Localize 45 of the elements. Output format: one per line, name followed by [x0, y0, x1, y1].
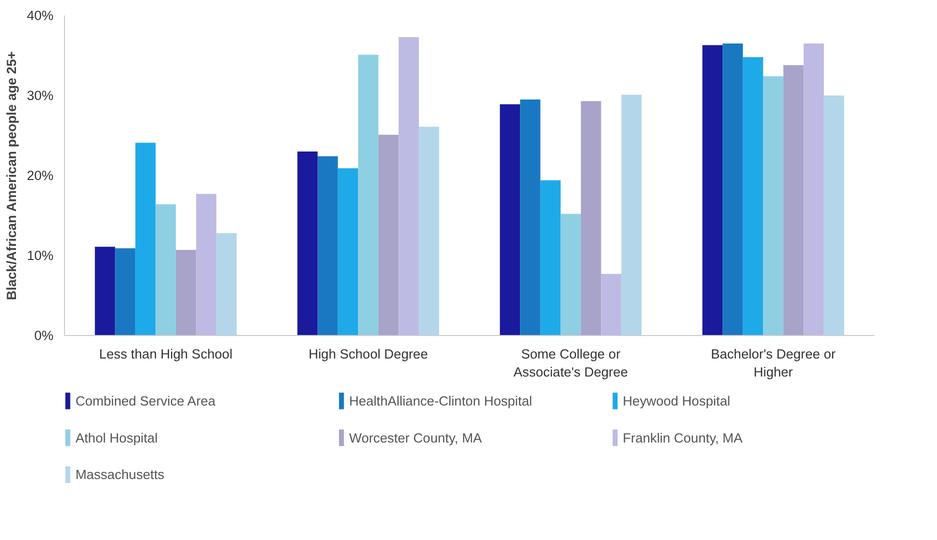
bar: [621, 94, 642, 336]
bar: [520, 100, 540, 336]
y-tick-label: 10%: [26, 248, 54, 263]
bar: [722, 44, 743, 336]
x-tick-label: High School Degree: [308, 346, 428, 362]
legend-label: Heywood Hospital: [622, 393, 730, 408]
bar: [418, 126, 440, 336]
bar: [297, 152, 318, 336]
y-tick-label: 0%: [34, 328, 54, 343]
bar: [135, 142, 156, 336]
x-tick-label: Bachelor's Degree or Higher: [710, 346, 836, 380]
y-tick-label: 20%: [26, 168, 54, 183]
legend-label: Athol Hospital: [75, 430, 158, 446]
bar: [176, 250, 196, 336]
y-tick-label: 40%: [26, 8, 54, 23]
bar: [540, 180, 561, 336]
bar: [763, 76, 784, 336]
legend-label: Worcester County, MA: [349, 430, 482, 446]
bar: [702, 45, 723, 336]
legend-label: Massachusetts: [75, 467, 165, 482]
bar: [804, 44, 824, 336]
legend-label: Combined Service Area: [75, 393, 216, 408]
legend-label: HealthAlliance-Clinton Hospital: [349, 393, 532, 408]
bar: [196, 194, 216, 336]
bar: [500, 104, 520, 336]
x-tick-label: Some College or Associate's Degree: [514, 346, 628, 380]
bar: [824, 96, 844, 336]
y-axis-title: Black/African American people age 25+: [4, 51, 19, 300]
bar: [560, 214, 581, 336]
bar: [94, 246, 116, 336]
x-tick-label: Less than High School: [99, 346, 232, 362]
bar: [580, 101, 602, 336]
bar: [398, 37, 419, 336]
y-tick-label: 30%: [26, 88, 54, 103]
bar: [783, 65, 804, 336]
bar: [216, 233, 237, 336]
bar: [601, 274, 622, 336]
legend-label: Franklin County, MA: [622, 430, 743, 446]
bar: [742, 57, 764, 336]
bar: [338, 168, 358, 336]
bar: [358, 54, 378, 336]
bar: [318, 156, 338, 336]
bar: [115, 248, 136, 336]
bar: [156, 204, 176, 336]
bar: [378, 134, 399, 336]
